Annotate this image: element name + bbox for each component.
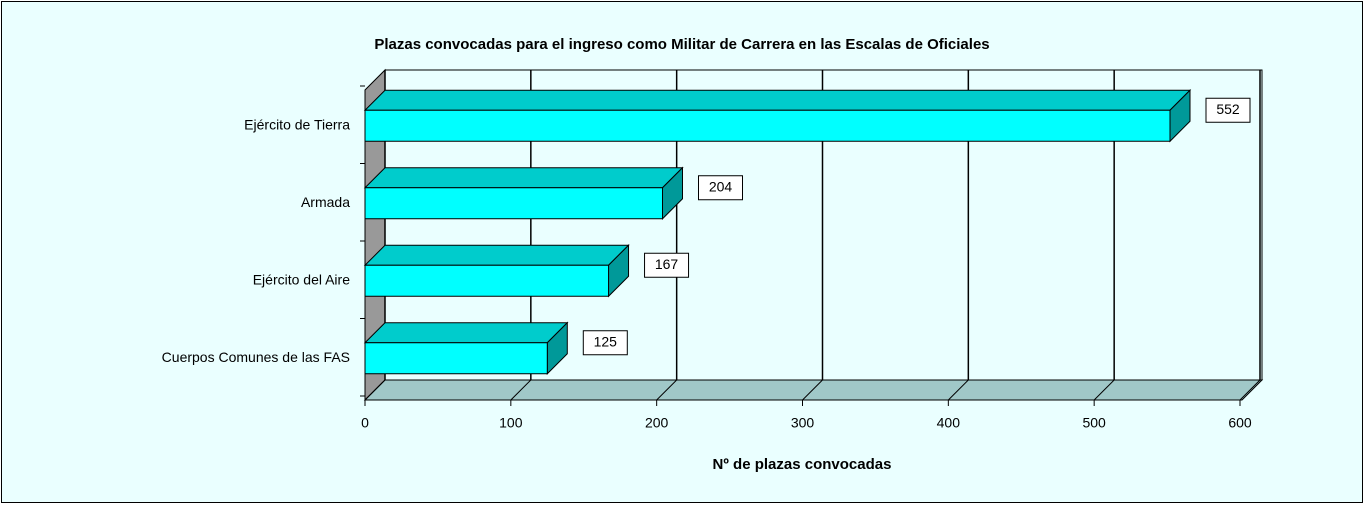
y-tick-label: Cuerpos Comunes de las FAS	[162, 349, 350, 365]
bar-top	[363, 322, 569, 344]
bar	[364, 264, 610, 297]
value-label: 167	[655, 256, 679, 272]
x-tick-label: 400	[937, 415, 961, 431]
bar-top	[363, 89, 1192, 111]
x-tick-label: 600	[1228, 415, 1252, 431]
value-label: 204	[709, 178, 733, 194]
bar-top	[363, 167, 684, 189]
value-label-box	[644, 252, 690, 278]
grid-line	[510, 379, 532, 401]
bar-top	[363, 244, 630, 266]
x-tick-label: 500	[1082, 415, 1106, 431]
bar	[364, 109, 1171, 142]
x-tick-label: 300	[791, 415, 815, 431]
value-label-box	[1205, 97, 1251, 123]
floor	[363, 379, 1264, 401]
grid-line	[1093, 379, 1115, 401]
grid-line	[364, 379, 386, 401]
value-label-box	[698, 175, 743, 201]
x-tick-label: 100	[499, 415, 523, 431]
x-tick-label: 0	[361, 415, 369, 431]
value-label: 552	[1216, 101, 1240, 117]
y-tick-label: Armada	[301, 194, 350, 210]
x-axis-title: Nº de plazas convocadas	[713, 456, 892, 473]
grid-line	[802, 379, 823, 401]
bar	[364, 187, 663, 220]
grid-line	[1239, 379, 1261, 401]
x-tick-label: 200	[645, 415, 669, 431]
y-tick-label: Ejército de Tierra	[244, 116, 350, 132]
grid-line	[947, 379, 969, 401]
bar	[364, 342, 548, 375]
y-tick-label: Ejército del Aire	[253, 271, 350, 287]
grid-line	[656, 379, 678, 401]
value-label: 125	[594, 333, 618, 349]
value-label-box	[582, 330, 628, 356]
chart-title: Plazas convocadas para el ingreso como M…	[374, 36, 989, 53]
